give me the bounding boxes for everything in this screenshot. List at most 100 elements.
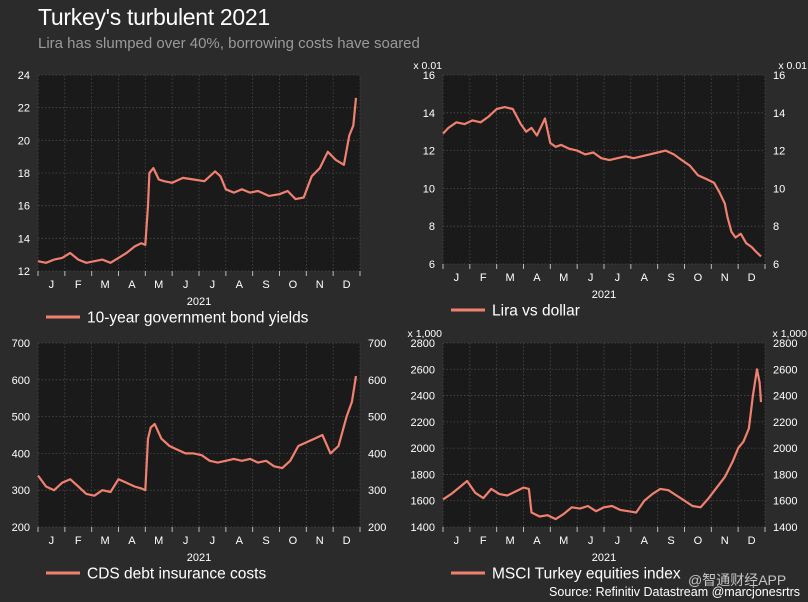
chart1-series-line [37,97,358,264]
chart1-ytick-left: 14 [18,233,30,245]
chart2-month-label: D [748,272,756,284]
chart1-month-label: J [210,279,216,291]
watermark: @智通财经APP [688,572,787,588]
chart3-ytick-left: 600 [12,375,30,387]
page-title: Turkey's turbulent 2021 [38,4,270,30]
chart2-ytick-left: 6 [429,259,435,271]
chart3-ytick-right: 600 [368,375,386,387]
chart4-series-line [442,368,763,521]
chart2-xlabel: 2021 [592,289,616,301]
chart4-ytick-left: 2600 [411,364,435,376]
chart4-month-label: M [559,535,568,547]
chart4-ytick-left: 1400 [411,522,435,534]
chart1-ytick-left: 22 [18,103,30,115]
chart3-month-label: A [236,535,244,547]
chart1-month-label: J [49,279,55,291]
chart1-ytick-left: 12 [18,266,30,278]
chart4-ytick-right: 2800 [773,338,797,350]
chart4-ytick-right: 1400 [773,522,797,534]
chart3-month-label: M [154,535,163,547]
source-credit: Source: Refinitiv Datastream @marcjonesr… [549,585,800,599]
chart4-month-label: J [615,535,621,547]
chart4-month-label: J [454,535,460,547]
chart4-ytick-right: 2600 [773,364,797,376]
chart3-month-label: D [343,535,351,547]
chart4-multiplier-right: x 1,000 [773,328,808,340]
chart1-xlabel: 2021 [187,296,211,308]
chart2-ytick-right: 14 [773,108,785,120]
chart2-ytick-left: 10 [423,183,435,195]
chart3-ytick-right: 300 [368,485,386,497]
chart2-ytick-right: 6 [773,259,779,271]
chart1-month-label: F [75,279,82,291]
chart3-month-label: M [100,535,109,547]
chart2-series-line [442,106,762,258]
chart2-ytick-left: 14 [423,108,435,120]
chart2-month-label: M [505,272,514,284]
chart2-month-label: N [721,272,729,284]
chart1-month-label: J [183,279,189,291]
chart3-series-line [37,375,358,497]
chart2-multiplier-right: x 0.01 [778,60,807,72]
chart2-month-label: J [615,272,621,284]
chart2-month-label: J [588,272,594,284]
chart3-ytick-left: 700 [12,338,30,350]
chart2-ytick-right: 16 [773,70,785,82]
chart3-month-label: J [183,535,189,547]
chart3-ytick-left: 500 [12,412,30,424]
chart2-ytick-right: 10 [773,183,785,195]
chart3-month-label: J [49,535,55,547]
chart1-month-label: A [128,279,136,291]
chart1-ytick-left: 24 [18,70,30,82]
chart4-legend-label: MSCI Turkey equities index [492,566,681,583]
chart4-ytick-right: 1800 [773,469,797,481]
chart4-ytick-right: 2200 [773,417,797,429]
chart1-month-label: M [154,279,163,291]
chart4-month-label: A [641,535,649,547]
chart4-month-label: M [505,535,514,547]
chart4-ytick-left: 2800 [411,338,435,350]
chart1-month-label: D [343,279,351,291]
chart2-month-label: J [454,272,460,284]
chart2-month-label: S [667,272,674,284]
chart4-ytick-left: 2200 [411,417,435,429]
chart4-month-label: D [748,535,756,547]
chart1-month-label: A [236,279,244,291]
chart3-xlabel: 2021 [187,552,211,564]
chart2-multiplier-left: x 0.01 [413,60,442,72]
chart4-ytick-left: 1600 [411,496,435,508]
chart4-ytick-right: 1600 [773,496,797,508]
chart1-ytick-left: 18 [18,168,30,180]
chart1-legend-label: 10-year government bond yields [87,310,309,327]
chart4-ytick-left: 2000 [411,443,435,455]
chart3-month-label: N [316,535,324,547]
chart2-month-label: A [533,272,541,284]
chart4-month-label: A [533,535,541,547]
chart4-ytick-right: 2000 [773,443,797,455]
chart2-month-label: O [694,272,703,284]
chart3-month-label: S [262,535,269,547]
chart1-month-label: M [100,279,109,291]
chart3-month-label: O [289,535,298,547]
chart4-multiplier-left: x 1,000 [408,328,443,340]
chart3-month-label: F [75,535,82,547]
chart1-ytick-left: 20 [18,135,30,147]
chart4-ytick-right: 2400 [773,391,797,403]
chart2-ytick-left: 8 [429,221,435,233]
chart4-xlabel: 2021 [592,552,616,564]
chart4-month-label: S [667,535,674,547]
chart2-ytick-right: 8 [773,221,779,233]
chart3-month-label: A [128,535,136,547]
chart4-month-label: F [480,535,487,547]
page-subtitle: Lira has slumped over 40%, borrowing cos… [38,35,420,52]
chart3-ytick-right: 700 [368,338,386,350]
chart4-month-label: J [588,535,594,547]
chart2-ytick-right: 12 [773,146,785,158]
chart3-ytick-left: 300 [12,485,30,497]
chart4-ytick-left: 2400 [411,391,435,403]
chart2-ytick-left: 12 [423,146,435,158]
chart3-ytick-right: 400 [368,448,386,460]
chart4-month-label: O [694,535,703,547]
chart4-month-label: N [721,535,729,547]
